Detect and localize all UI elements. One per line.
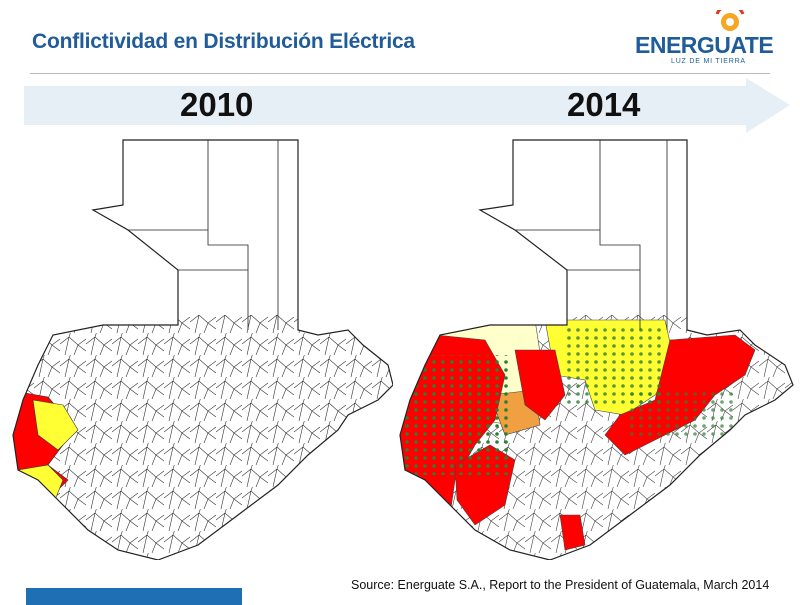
year-label-end: 2014 bbox=[567, 86, 641, 123]
incident-points bbox=[625, 390, 735, 440]
source-caption: Source: Energuate S.A., Report to the Pr… bbox=[351, 578, 770, 592]
sun-logo-icon bbox=[715, 10, 745, 31]
year-label-start: 2010 bbox=[180, 86, 254, 123]
map-2014 bbox=[399, 139, 794, 560]
department-borders bbox=[128, 140, 279, 330]
title-divider bbox=[30, 73, 770, 74]
conflict-region-high bbox=[514, 349, 566, 421]
conflict-region-high bbox=[559, 514, 586, 551]
page-title: Conflictividad en Distribución Eléctrica bbox=[32, 30, 415, 53]
logo-wordmark: ENERGUATE bbox=[635, 32, 774, 58]
footer-bar bbox=[26, 588, 242, 605]
timeline-arrow bbox=[24, 78, 790, 133]
incident-points bbox=[400, 355, 510, 475]
country-outline bbox=[399, 139, 794, 560]
logo-tagline: LUZ DE MI TIERRA bbox=[671, 58, 746, 65]
map-2014-territory bbox=[400, 140, 793, 560]
energuate-logo: ENERGUATE LUZ DE MI TIERRA bbox=[633, 10, 774, 70]
country-outline bbox=[12, 139, 393, 560]
map-2010-territory bbox=[13, 140, 393, 560]
department-borders bbox=[515, 140, 668, 330]
map-2010 bbox=[12, 139, 393, 560]
conflict-region-medium bbox=[32, 399, 79, 451]
